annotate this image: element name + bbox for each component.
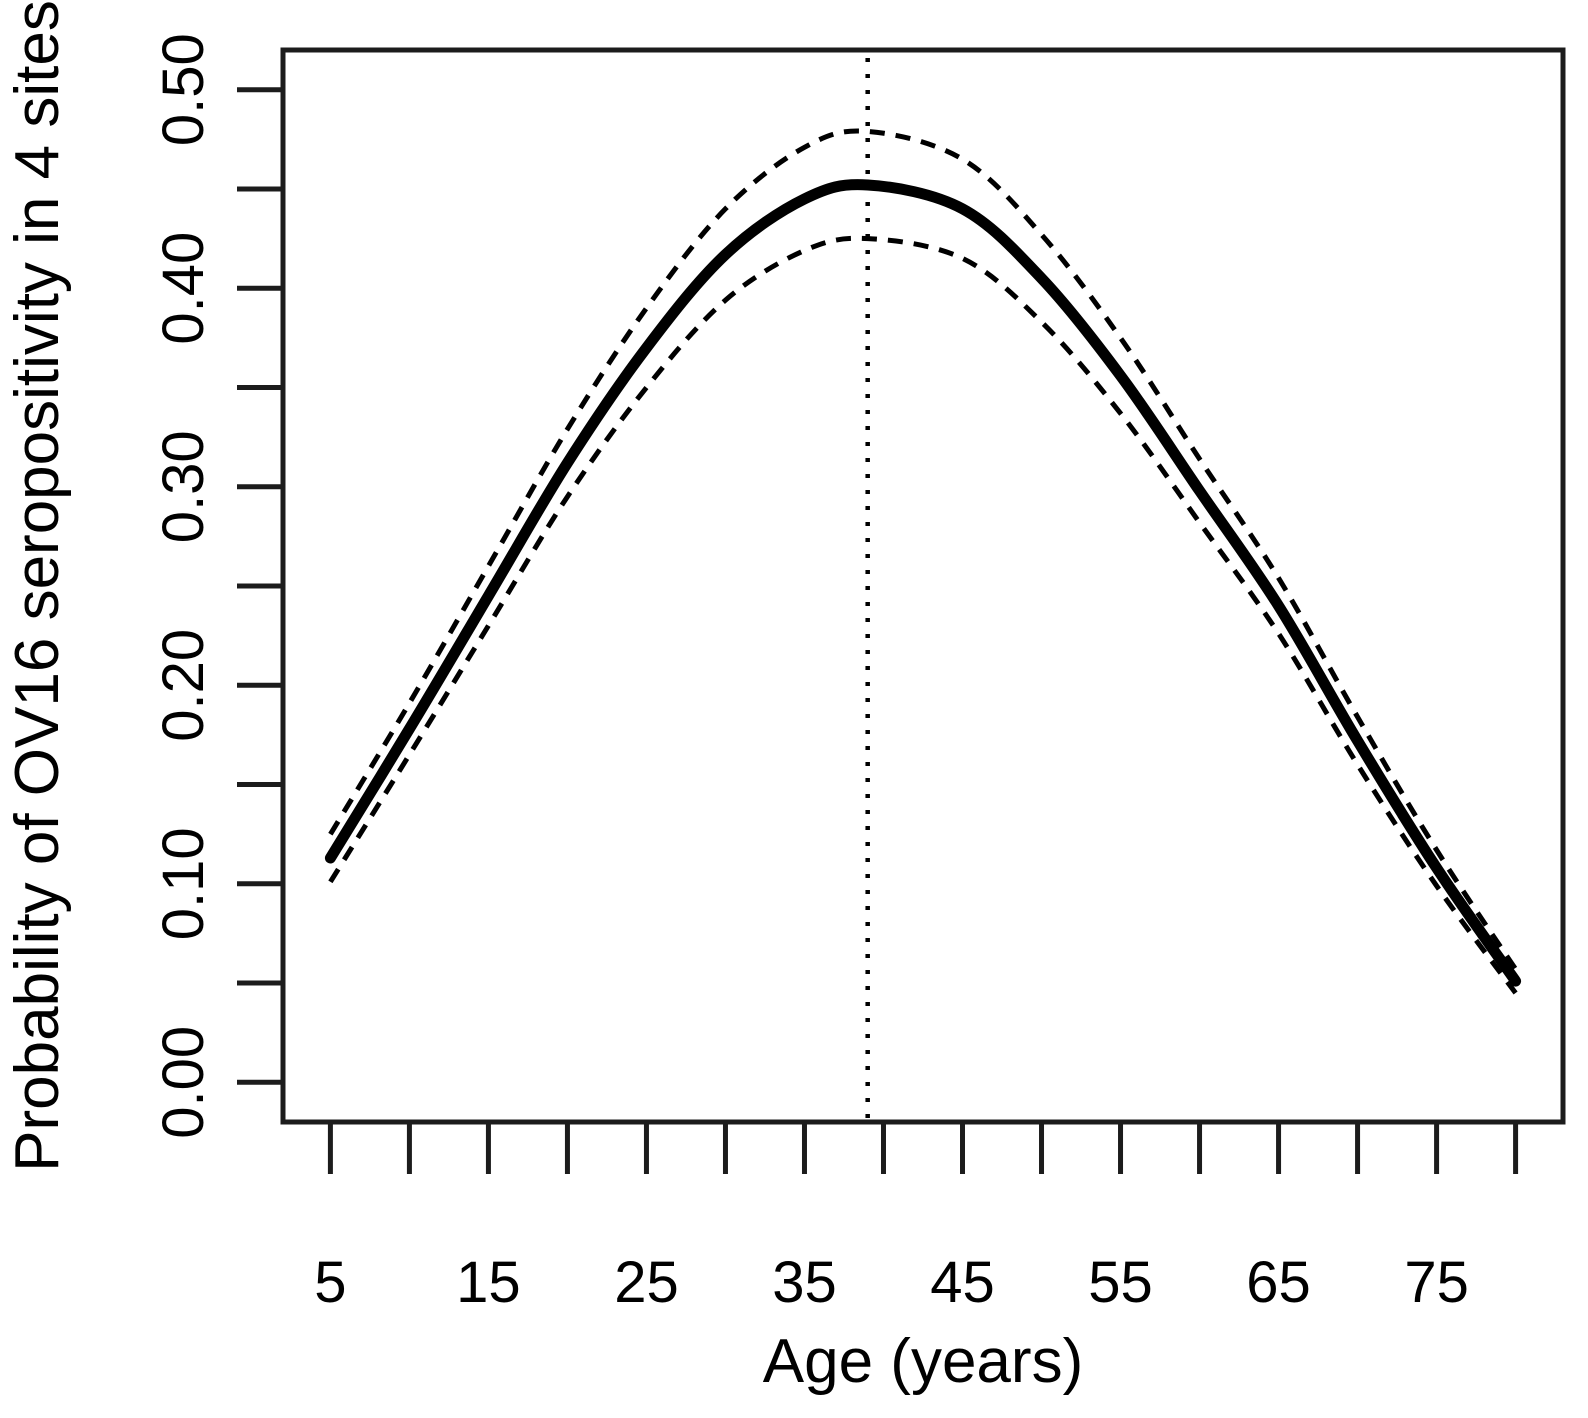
x-tick-label: 15	[456, 1250, 521, 1315]
y-axis-title: Probability of OV16 seropositivity in 4 …	[3, 0, 72, 1172]
plot-border	[280, 47, 1566, 1125]
y-tick-label: 0.20	[151, 629, 216, 742]
x-tick-label: 55	[1088, 1250, 1153, 1315]
fitted-probability-curve	[324, 179, 1522, 987]
chart-generated-layer: 0.00 0.10 0.20 0.30 0.40 0.50 5 15 25 35 45 55 65 75	[151, 33, 1522, 1315]
x-tick-label: 5	[314, 1250, 346, 1315]
lower-ci-curve	[328, 235, 1518, 995]
x-tick-label: 45	[930, 1250, 995, 1315]
x-tick-label: 25	[614, 1250, 679, 1315]
x-tick-label: 65	[1246, 1250, 1311, 1315]
y-tick-label: 0.50	[151, 33, 216, 146]
y-tick-label: 0.40	[151, 232, 216, 345]
y-tick-label: 0.30	[151, 430, 216, 543]
y-tick-label: 0.00	[151, 1026, 216, 1139]
y-tick-label: 0.10	[151, 827, 216, 940]
x-tick-label: 75	[1404, 1250, 1469, 1315]
x-tick-label: 35	[772, 1250, 837, 1315]
upper-ci-curve	[328, 128, 1518, 971]
x-axis-title: Age (years)	[763, 1327, 1083, 1396]
